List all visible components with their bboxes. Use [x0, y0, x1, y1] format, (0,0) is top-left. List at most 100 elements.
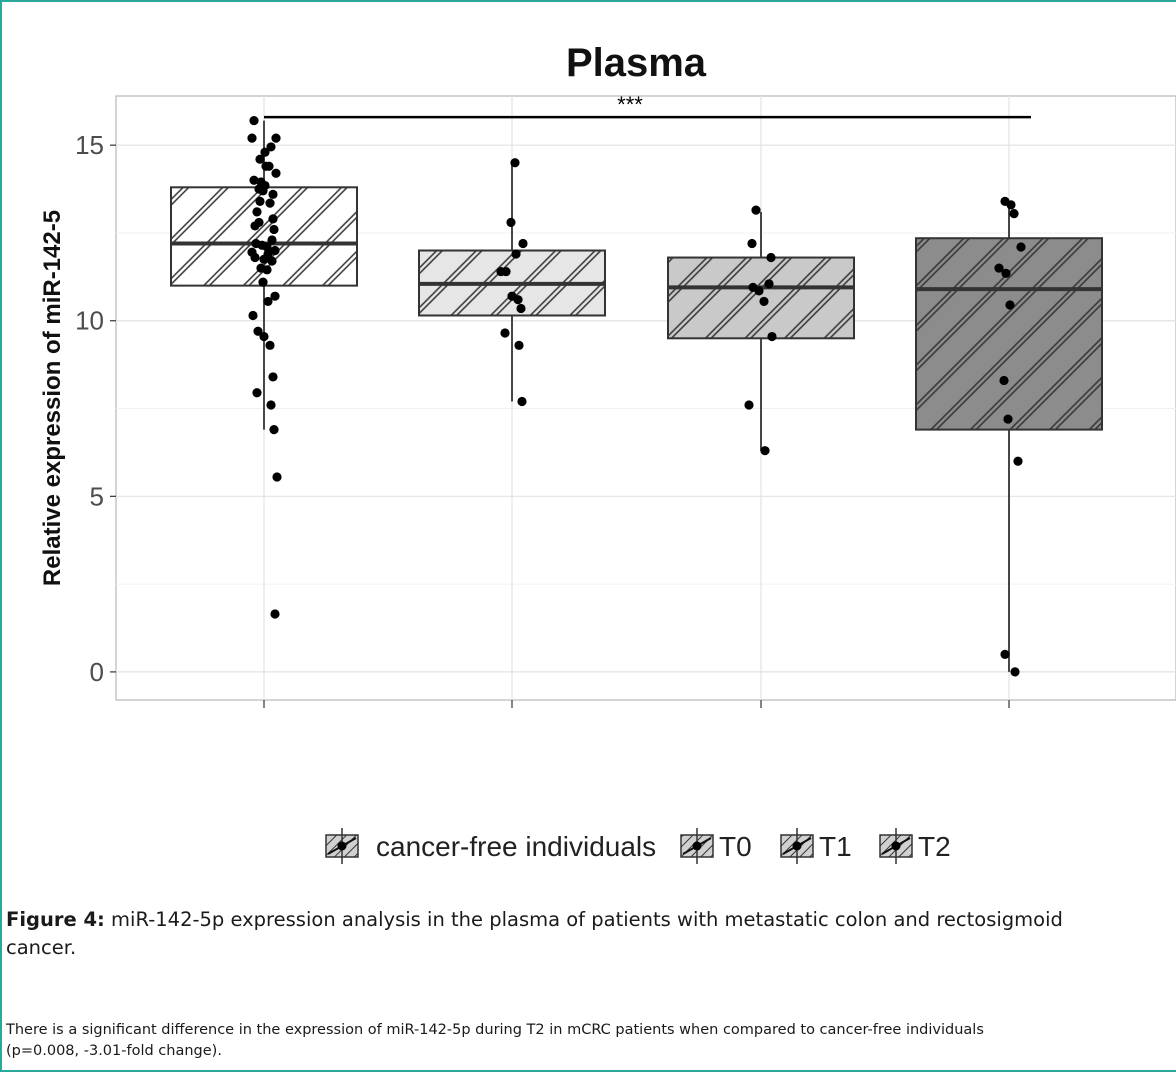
data-point: [255, 196, 265, 206]
data-point: [267, 256, 277, 266]
data-point: [249, 115, 259, 126]
data-point: [760, 446, 770, 456]
legend-label: T1: [819, 831, 852, 862]
legend-key: [780, 828, 814, 864]
data-point: [1003, 414, 1013, 424]
legend-label: T2: [918, 831, 951, 862]
data-point: [516, 303, 526, 314]
data-point: [258, 277, 268, 287]
data-point: [262, 265, 272, 275]
data-point: [269, 425, 279, 435]
data-point: [1016, 242, 1026, 252]
data-point: [255, 154, 265, 164]
chart-title: Plasma: [566, 41, 707, 85]
data-point: [249, 175, 259, 185]
note-line2: (p=0.008, -3.01-fold change).: [6, 1043, 222, 1059]
data-point: [747, 238, 757, 249]
caption-label: Figure 4:: [6, 908, 105, 931]
data-point: [511, 249, 521, 259]
data-point: [514, 340, 524, 350]
data-point: [1010, 667, 1020, 677]
data-point: [500, 328, 510, 338]
data-point: [252, 388, 262, 398]
data-point: [1006, 200, 1016, 210]
boxes-layer: [170, 115, 1103, 677]
data-point: [264, 161, 274, 171]
data-point: [270, 291, 280, 301]
figure-caption: Figure 4: miR-142-5p expression analysis…: [6, 906, 1174, 962]
y-axis-ticks: 0 5 10 15: [75, 130, 1010, 708]
data-point: [266, 142, 276, 152]
data-point: [268, 189, 278, 199]
data-point: [506, 217, 516, 228]
data-point: [271, 168, 281, 178]
data-point: [258, 186, 268, 196]
data-point: [268, 214, 278, 224]
box-plot-chart: Plasma 0 5 10 15 Relative expression of miR…: [39, 41, 1176, 864]
data-point: [754, 286, 764, 296]
data-point: [265, 198, 275, 208]
box-iqr: [915, 237, 1103, 431]
box-group: [667, 205, 855, 456]
data-point: [513, 295, 523, 305]
significance-bracket: ***: [264, 92, 1031, 119]
data-point: [517, 396, 527, 407]
data-point: [267, 235, 277, 245]
legend-key: [680, 828, 714, 864]
y-tick-label: 10: [75, 306, 104, 336]
legend-label: cancer-free individuals: [376, 831, 656, 862]
box-iqr: [667, 256, 855, 340]
data-point: [994, 263, 1004, 273]
data-point: [1001, 268, 1011, 278]
data-point: [270, 609, 280, 619]
legend-label: T0: [719, 831, 752, 862]
data-point: [1009, 209, 1019, 219]
data-point: [268, 372, 278, 382]
significance-label: ***: [617, 92, 643, 117]
data-point: [501, 266, 511, 277]
box-group: [170, 115, 358, 619]
data-point: [1013, 456, 1023, 466]
data-point: [766, 252, 776, 263]
data-point: [999, 375, 1009, 386]
data-point: [269, 224, 279, 235]
data-point: [250, 221, 260, 231]
data-point: [263, 296, 273, 307]
data-point: [271, 133, 281, 143]
data-point: [250, 252, 260, 263]
caption-text-line2: cancer.: [6, 936, 77, 959]
data-point: [259, 254, 269, 264]
data-point: [272, 472, 282, 482]
data-point: [247, 133, 257, 143]
caption-text: miR-142-5p expression analysis in the pl…: [104, 908, 1063, 931]
data-point: [265, 340, 275, 350]
legend-key: [879, 828, 913, 864]
data-point: [260, 147, 270, 157]
box-group: [418, 158, 606, 407]
y-tick-label: 15: [75, 130, 104, 160]
data-point: [510, 158, 520, 168]
data-point: [262, 242, 272, 252]
data-point: [270, 245, 280, 256]
y-tick-label: 0: [90, 657, 104, 687]
data-point: [518, 238, 528, 249]
data-point: [751, 205, 761, 215]
data-point: [253, 326, 263, 336]
y-axis-label: Relative expression of miR-142-5: [39, 210, 66, 586]
y-tick-label: 5: [90, 481, 104, 511]
data-point: [744, 400, 754, 410]
data-point: [764, 279, 774, 289]
data-point: [767, 331, 777, 342]
data-point: [759, 296, 769, 307]
data-point: [252, 207, 262, 217]
legend-key: [325, 828, 359, 864]
figure-note: There is a significant difference in the…: [6, 1020, 1174, 1062]
box-group: [915, 196, 1103, 677]
data-point: [266, 400, 276, 410]
legend: cancer-free individuals T0 T1 T2: [325, 828, 951, 864]
note-line1: There is a significant difference in the…: [6, 1022, 984, 1038]
data-point: [1005, 300, 1015, 310]
data-point: [248, 310, 258, 321]
